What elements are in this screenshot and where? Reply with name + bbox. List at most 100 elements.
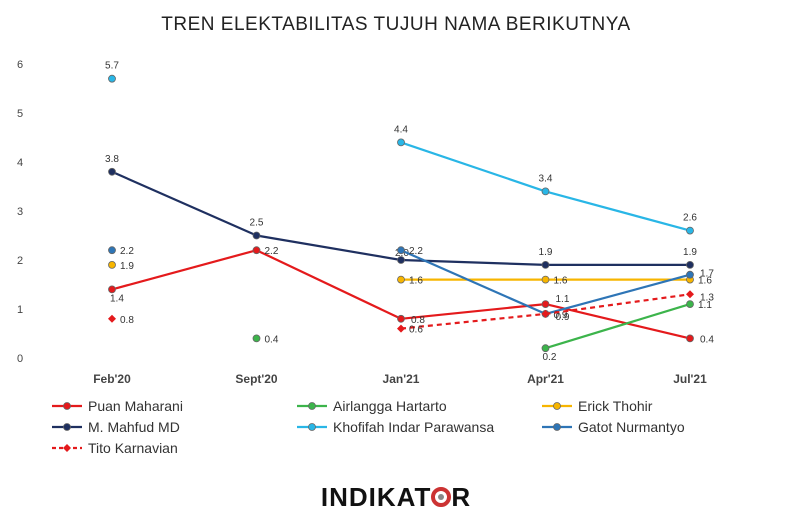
y-tick-label: 4: [17, 157, 23, 169]
data-label: 2.5: [250, 218, 264, 229]
data-point: [686, 290, 694, 299]
data-point: [686, 334, 694, 343]
data-label: 0.4: [265, 334, 279, 345]
data-label: 3.8: [105, 154, 119, 165]
legend-label: M. Mahfud MD: [88, 419, 180, 435]
legend-item: Erick Thohir: [542, 396, 652, 416]
legend-item: Puan Maharani: [52, 396, 183, 416]
data-label: 1.9: [539, 247, 553, 258]
data-label: 1.6: [554, 276, 568, 287]
legend-label: Gatot Nurmantyo: [578, 419, 685, 435]
data-point: [541, 300, 550, 309]
data-point: [397, 314, 405, 323]
legend-label: Tito Karnavian: [88, 440, 178, 456]
line-chart: 0 1 2 3 4 5 6 Feb'20 Sept'20 Jan'21 Apr'21 Jul'21 1.…: [17, 59, 714, 386]
data-point: [541, 275, 550, 284]
data-label: 1.7: [700, 269, 714, 280]
data-label: 2.2: [120, 246, 134, 257]
series-line-1: [545, 303, 691, 350]
series-line-5: [545, 273, 691, 315]
x-tick-label: Apr'21: [527, 372, 564, 386]
data-label: 0.6: [409, 325, 423, 336]
data-point: [252, 334, 261, 343]
data-point: [108, 246, 116, 255]
x-tick-label: Jan'21: [383, 372, 420, 386]
y-tick-label: 0: [17, 353, 23, 365]
data-label: 0.2: [543, 352, 557, 363]
series-line-4: [545, 190, 691, 232]
legend-label: Puan Maharani: [88, 398, 183, 414]
y-tick-label: 2: [17, 255, 23, 267]
x-tick-label: Sept'20: [235, 372, 278, 386]
data-label: 0.9: [556, 312, 570, 323]
series-line-0: [256, 249, 402, 320]
legend-label: Erick Thohir: [578, 398, 653, 414]
legend-item: Airlangga Hartarto: [297, 396, 447, 416]
legend-swatch: [52, 402, 82, 410]
data-point: [108, 285, 116, 294]
data-label: 0.4: [700, 334, 714, 345]
legend-label: Khofifah Indar Parawansa: [333, 419, 495, 435]
data-label: 0.9: [554, 310, 568, 321]
data-label: 2.2: [409, 246, 423, 257]
data-label: 1.4: [110, 293, 124, 304]
data-point: [108, 74, 116, 83]
data-point: [541, 187, 550, 196]
series-line-3: [256, 234, 402, 262]
data-point: [686, 270, 694, 279]
logo-o-icon: [431, 487, 452, 507]
series-line-0: [400, 303, 546, 320]
y-tick-label: 1: [17, 304, 23, 316]
data-point: [686, 226, 694, 235]
legend-item: Khofifah Indar Parawansa: [297, 417, 494, 437]
legend-swatch: [542, 423, 572, 431]
series-line-3: [111, 170, 257, 237]
data-label: 1.9: [120, 261, 134, 272]
series-line-0: [545, 303, 691, 340]
data-point: [541, 344, 550, 353]
series-line-6: [400, 312, 546, 330]
data-label: 1.6: [698, 276, 712, 287]
indikator-logo: INDIKAT R: [320, 482, 472, 512]
data-label: 2.6: [683, 213, 697, 224]
data-point: [686, 260, 694, 269]
y-tick-label: 3: [17, 206, 23, 218]
data-label: 2.2: [265, 246, 279, 257]
x-tick-label: Jul'21: [673, 372, 707, 386]
legend-item: Gatot Nurmantyo: [542, 417, 685, 437]
data-label: 0.8: [120, 315, 134, 326]
data-label: 1.9: [683, 247, 697, 258]
data-point: [108, 314, 116, 323]
data-label: 1.1: [556, 294, 570, 305]
legend-swatch: [297, 423, 327, 431]
data-point: [397, 275, 405, 284]
data-label: 5.7: [105, 61, 119, 72]
x-tick-label: Feb'20: [93, 372, 131, 386]
data-point: [108, 260, 116, 269]
legend-item: M. Mahfud MD: [52, 417, 180, 437]
chart-title: TREN ELEKTABILITAS TUJUH NAMA BERIKUTNYA: [161, 14, 631, 35]
data-point: [252, 231, 261, 240]
series-line-6: [545, 293, 691, 315]
legend-swatch: [297, 402, 327, 410]
data-label: 3.4: [539, 173, 553, 184]
legend-swatch: [52, 423, 82, 431]
y-tick-label: 6: [17, 59, 23, 71]
data-label: 1.6: [409, 276, 423, 287]
data-point: [252, 246, 261, 255]
data-label: 1.1: [698, 300, 712, 311]
data-point: [397, 256, 405, 264]
data-point: [397, 138, 405, 147]
data-point: [541, 260, 550, 269]
data-label: 0.8: [411, 315, 425, 326]
legend-label: Airlangga Hartarto: [333, 398, 447, 414]
series-line-4: [400, 141, 546, 193]
series-line-0: [111, 249, 257, 291]
legend-swatch: [542, 402, 572, 410]
data-point: [108, 167, 116, 176]
legend-item: Tito Karnavian: [52, 438, 178, 458]
data-point: [397, 246, 405, 255]
data-point: [686, 300, 694, 309]
series-line-5: [400, 249, 546, 315]
legend-swatch: [52, 444, 82, 452]
